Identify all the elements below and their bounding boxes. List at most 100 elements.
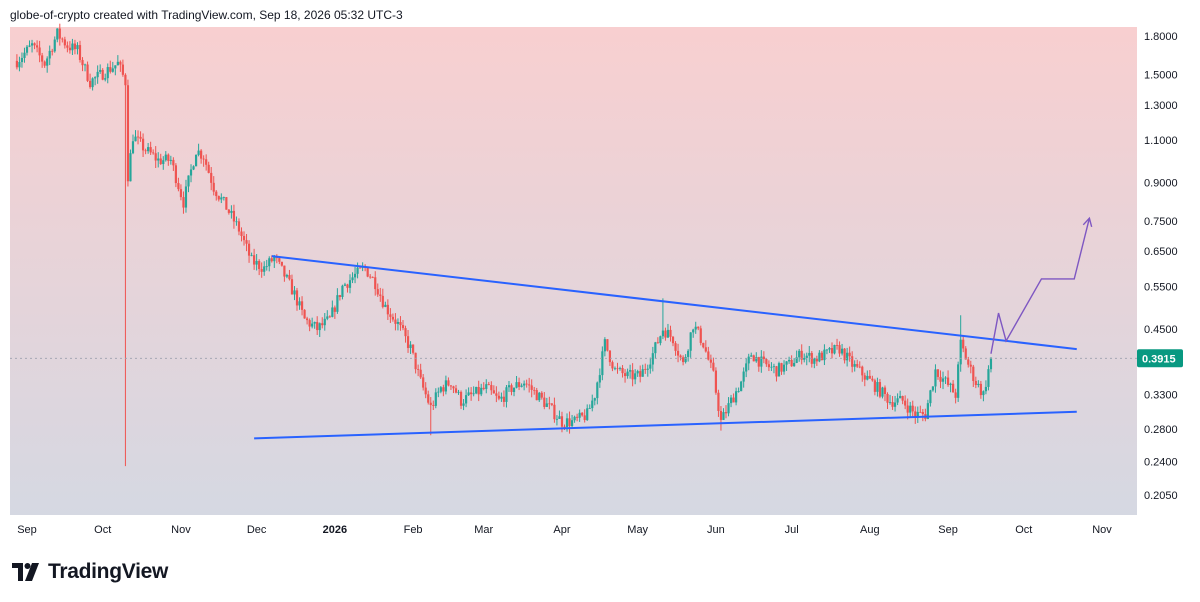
candle [618,366,622,371]
candle [772,363,776,374]
candle [719,406,723,431]
candle [689,332,692,358]
candle [58,23,61,46]
candle [782,360,786,375]
candle [936,369,940,380]
candle [15,54,19,70]
candle [422,374,425,391]
candle [644,363,647,374]
candle [255,254,258,271]
candle [596,381,599,405]
candle [48,45,51,66]
candle [333,305,336,319]
candle [512,387,516,397]
candle [866,370,869,381]
candle [820,350,823,361]
candle [888,394,892,405]
candle [230,205,233,219]
candle [601,346,604,381]
candle [606,339,609,352]
time-axis[interactable]: Sep Oct Nov Dec 2026 Feb Mar Apr May Jun Jul Aug Sep… [17,524,1112,536]
candle [66,41,69,53]
candle [679,354,682,361]
candle [167,153,170,166]
candle [629,364,632,379]
candle [676,343,680,363]
candle [253,248,256,270]
candle [313,321,316,329]
upper-trendline[interactable] [271,255,1077,351]
price-chart[interactable]: 1.8000 1.5000 1.3000 1.1000 0.9000 0.7500 0.65… [0,0,1200,545]
candle [429,397,432,436]
candle [919,405,922,413]
candle [53,36,56,53]
candle [192,165,195,171]
tradingview-logo[interactable]: TradingView [12,560,168,584]
candle [467,387,470,397]
candle [765,358,768,367]
candle [323,313,326,331]
candle [984,380,988,395]
candle [989,357,993,373]
candle [533,386,536,395]
lower-trendline[interactable] [254,410,1077,440]
candle [646,364,649,377]
candle [891,396,894,410]
candle [278,257,281,265]
time-tick-label: Aug [860,524,880,536]
candle [555,415,559,426]
time-tick-label: 2026 [323,524,347,536]
candle [419,363,422,379]
projection-path[interactable] [990,217,1091,354]
candle [732,393,735,403]
candle [177,177,180,192]
candle [217,195,220,202]
candle [694,321,697,334]
candle [843,347,846,364]
candle [207,161,210,174]
candle [608,350,612,366]
candle [406,329,410,353]
candle [611,360,614,372]
candle [227,209,230,215]
candle [220,193,223,204]
candle [245,233,248,252]
candle [914,406,917,424]
candle [558,410,561,420]
candle [745,358,748,378]
candle [853,360,856,372]
candle [182,191,185,214]
tradingview-logo-icon [12,561,42,583]
candle [341,284,344,300]
candle [949,382,952,393]
candle [515,376,518,389]
candle [96,65,99,84]
candle [389,308,392,323]
candle [634,369,637,385]
candle [371,276,374,279]
candle [88,73,92,89]
candle [871,375,874,382]
candle [81,57,84,72]
candle [656,337,659,344]
candle [495,386,498,403]
candle [944,376,947,384]
candle [424,382,427,399]
candle [962,336,965,353]
candle [661,298,665,340]
time-tick-label: Sep [17,524,37,536]
price-axis[interactable]: 1.8000 1.5000 1.3000 1.1000 0.9000 0.7500 0.65… [1137,31,1183,502]
candle [86,61,89,83]
candle [664,327,667,341]
candle [982,390,985,402]
time-tick-label: Apr [553,524,570,536]
candle [840,343,844,356]
candle [202,155,205,167]
candle [121,59,124,77]
candle [260,262,263,278]
trendlines-group [254,255,1077,440]
candle [401,320,405,331]
candle [939,370,942,389]
candle [838,341,841,357]
candle [825,349,829,355]
